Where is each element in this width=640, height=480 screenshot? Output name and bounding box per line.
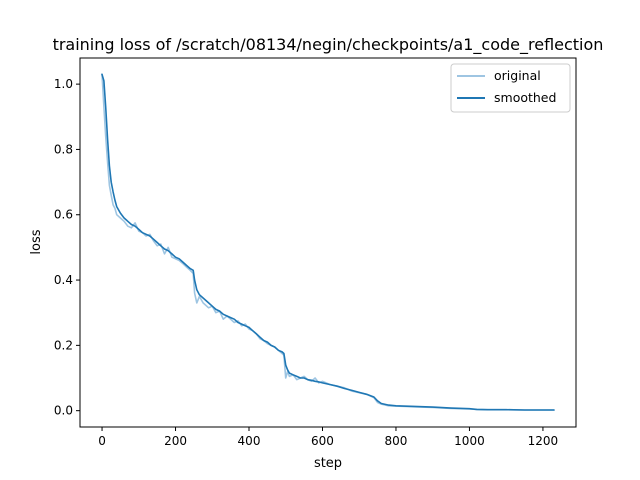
y-tick-label: 0.2 [54, 338, 73, 352]
x-tick-label: 1000 [454, 434, 485, 448]
series-line-smoothed [101, 73, 555, 411]
x-axis-label: step [314, 456, 342, 471]
legend-label-original: original [494, 68, 541, 83]
y-tick-label: 0.0 [54, 404, 73, 418]
y-tick-label: 0.4 [54, 273, 73, 287]
plot-area [101, 73, 555, 411]
x-tick-label: 1200 [528, 434, 559, 448]
y-axis-ticks: 0.0 0.2 0.4 0.6 0.8 1.0 [54, 77, 80, 418]
legend: original smoothed [450, 63, 571, 113]
legend-label-smoothed: smoothed [494, 90, 556, 105]
x-tick-label: 200 [164, 434, 187, 448]
x-tick-label: 600 [311, 434, 334, 448]
x-tick-label: 0 [98, 434, 106, 448]
y-axis-label: loss [29, 229, 44, 254]
axes-frame [79, 57, 577, 428]
chart-title: training loss of /scratch/08134/negin/ch… [53, 35, 604, 55]
y-tick-label: 1.0 [54, 77, 73, 91]
y-tick-label: 0.8 [54, 142, 73, 156]
x-tick-label: 400 [238, 434, 261, 448]
x-tick-label: 800 [385, 434, 408, 448]
y-tick-label: 0.6 [54, 208, 73, 222]
x-axis-ticks: 0 200 400 600 800 1000 1200 [98, 427, 558, 448]
